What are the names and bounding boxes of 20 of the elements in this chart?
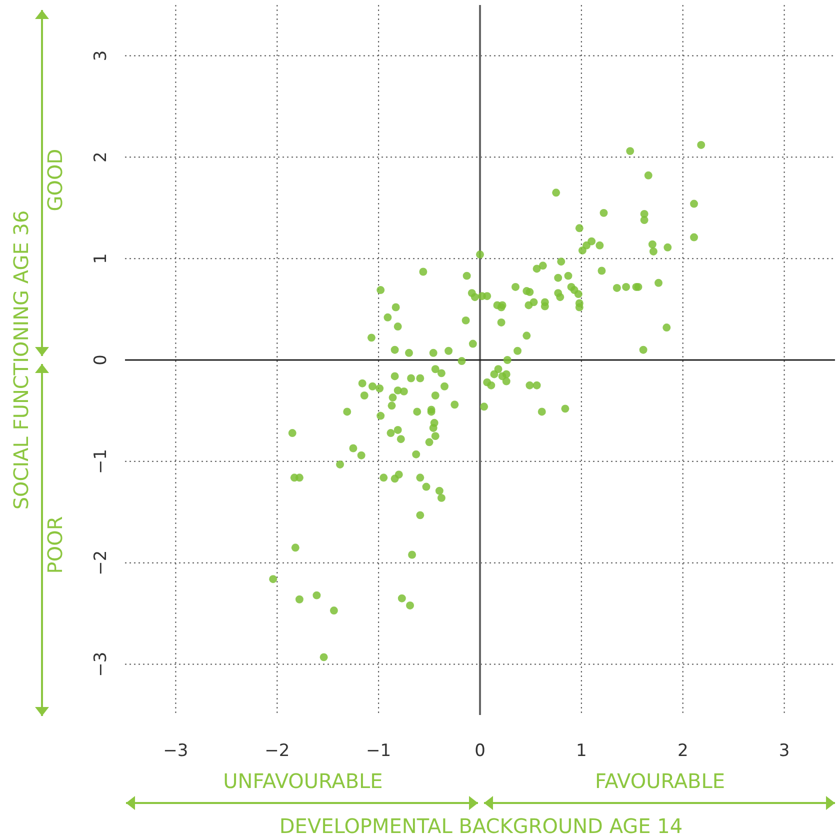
y-tick-label: 3	[91, 50, 111, 62]
y-axis-title: SOCIAL FUNCTIONING AGE 36	[9, 210, 33, 510]
y-tick-label: 1	[91, 253, 111, 264]
x-tick-label: 2	[677, 741, 688, 761]
y-tick-label: −3	[91, 652, 111, 677]
x-tick-label: 3	[778, 741, 790, 761]
x-tick-label: 0	[474, 741, 486, 761]
x-tick-label: −2	[264, 741, 290, 761]
y-tick-label: 0	[91, 354, 111, 366]
x-tick-label: 1	[576, 741, 587, 761]
x-axis-title: DEVELOPMENTAL BACKGROUND AGE 14	[279, 814, 683, 838]
x-tick-label: −3	[163, 741, 188, 761]
text: FAVOURABLE	[594, 769, 726, 793]
y-tick-label: 2	[91, 152, 111, 163]
text: UNFAVOURABLE	[223, 769, 383, 793]
text: GOOD	[43, 148, 67, 212]
y-tick-label: −2	[91, 550, 111, 576]
y-tick-label: −1	[91, 448, 111, 474]
x-tick-label: −1	[366, 741, 392, 761]
text: POOR	[43, 516, 67, 574]
